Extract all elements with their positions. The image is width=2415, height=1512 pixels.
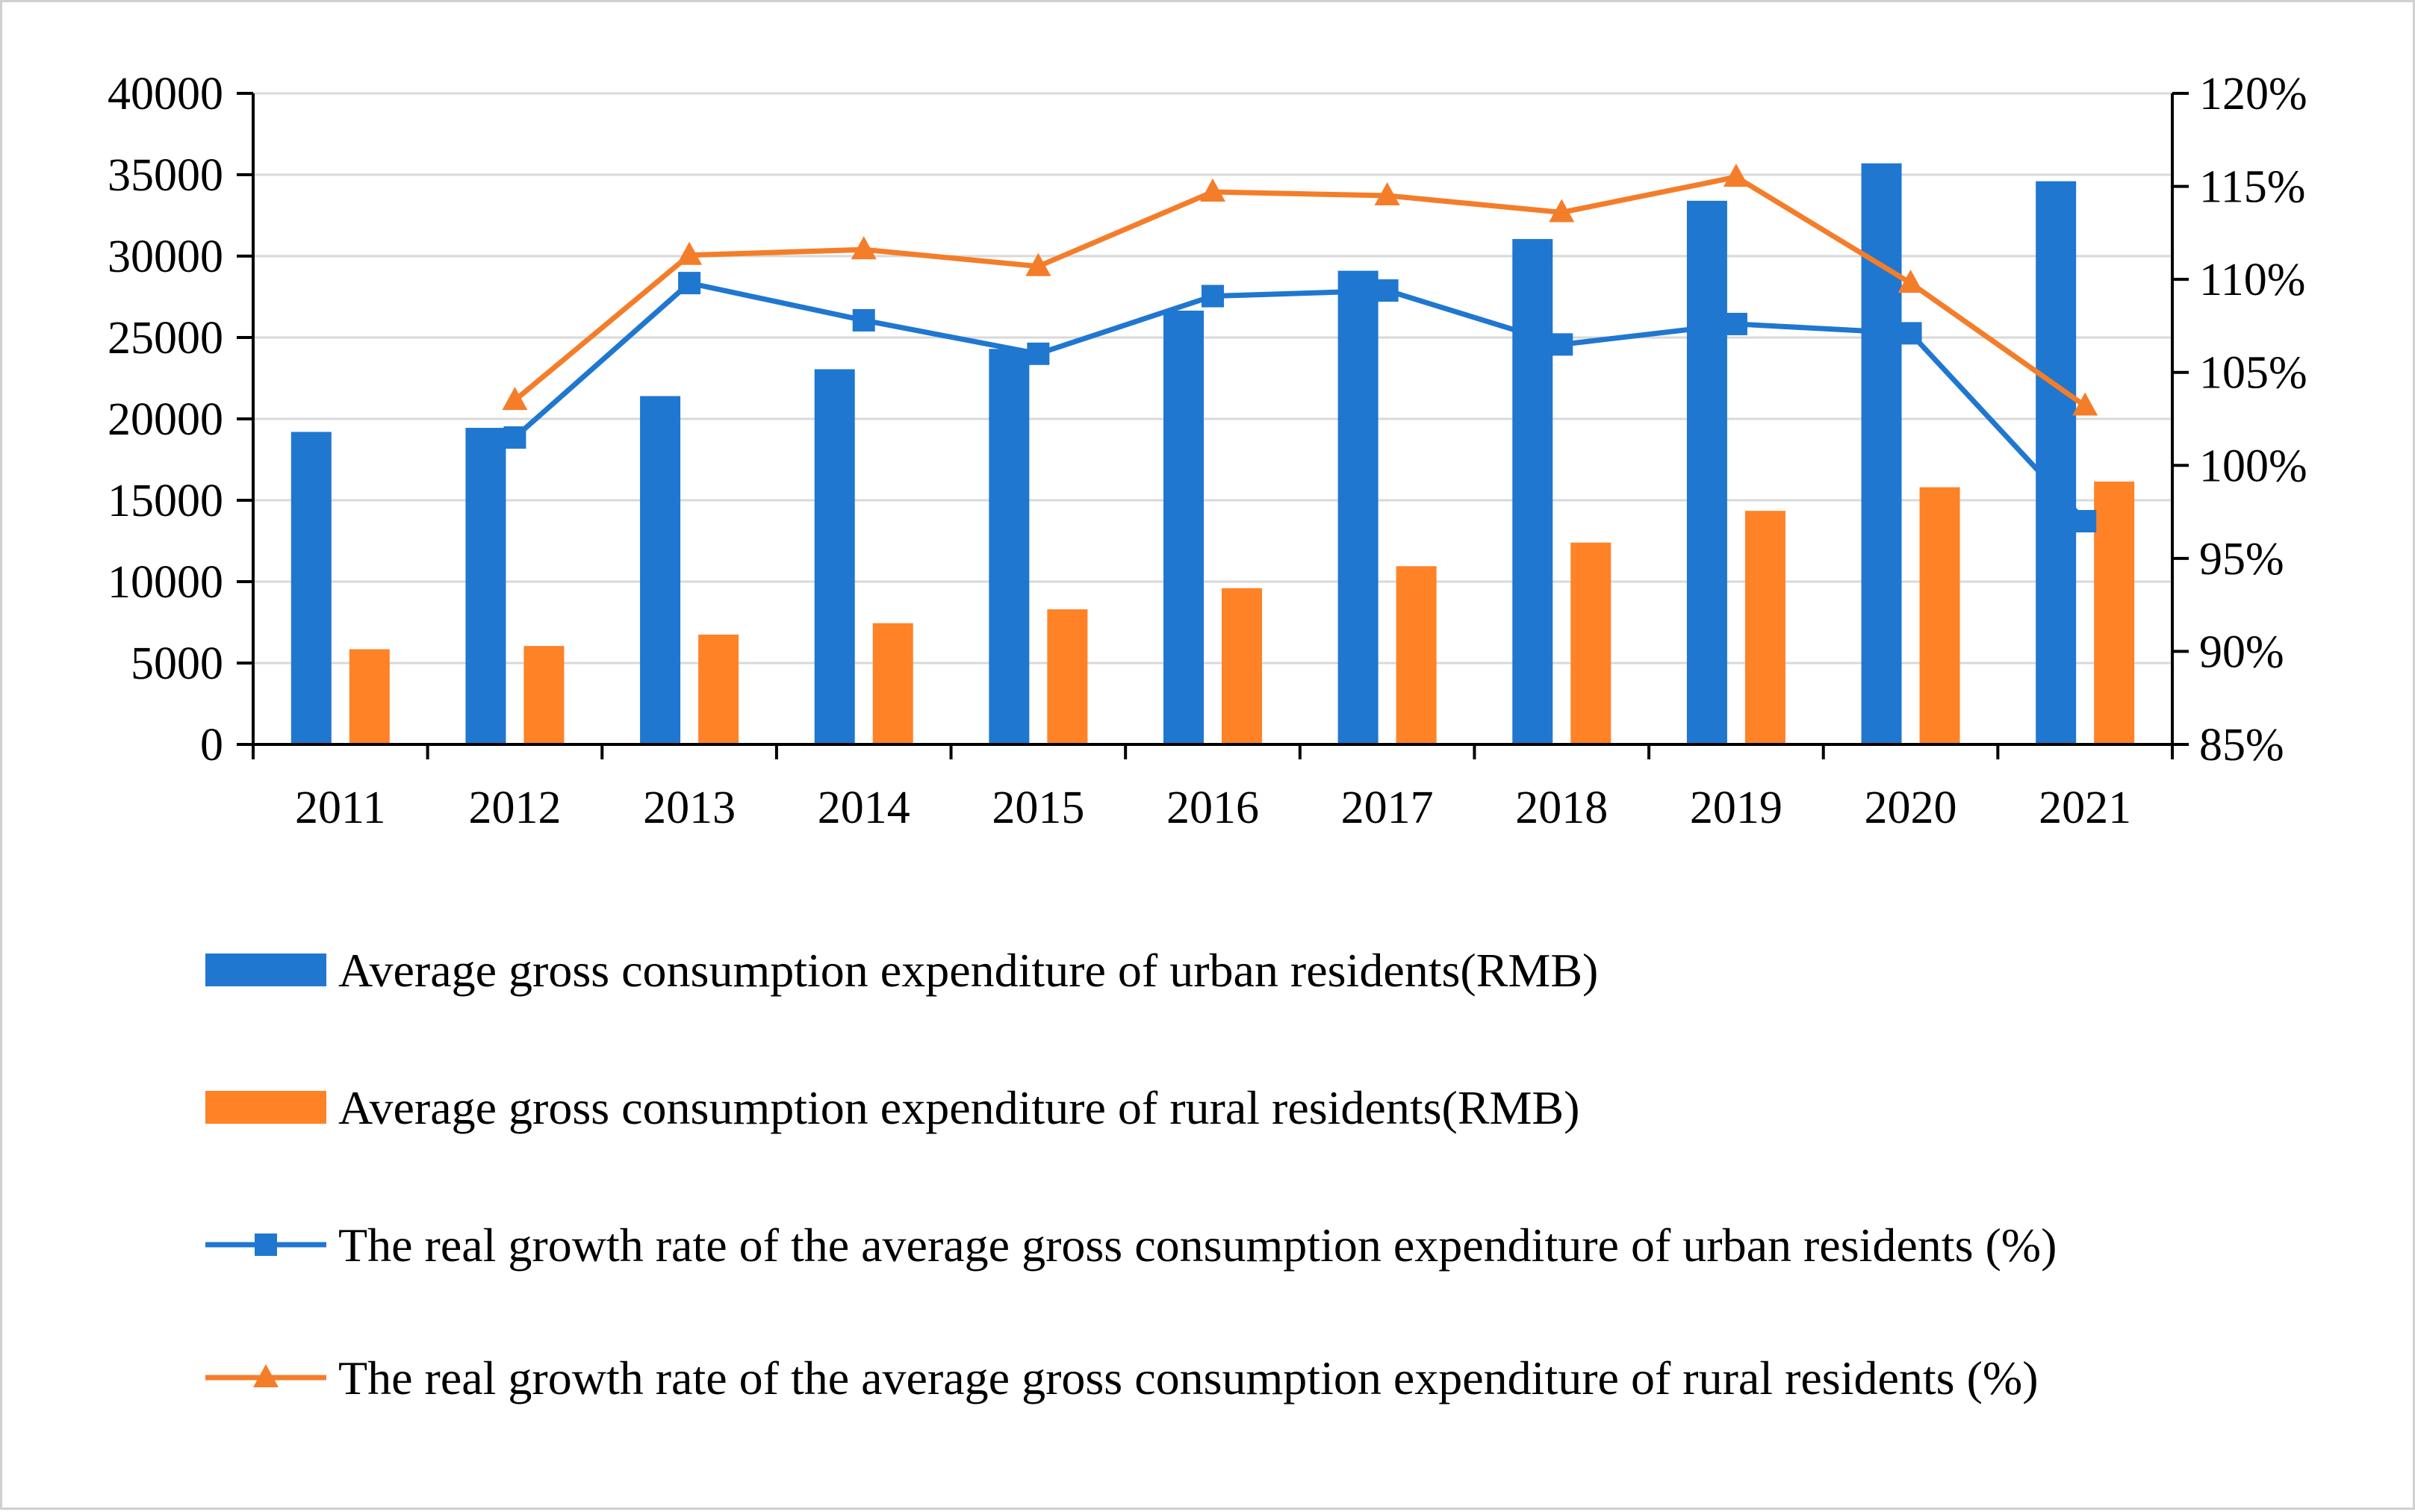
x-tick-label: 2012 (468, 783, 561, 833)
legend-item: The real growth rate of the average gros… (205, 1351, 2039, 1404)
right-tick-label: 110% (2199, 255, 2305, 305)
tick-labels: 0 5000 10000 15000 20000 25000 30000 35000 40000… (108, 69, 2307, 833)
bar-urban (814, 369, 855, 744)
left-tick-label: 40000 (108, 69, 223, 119)
left-tick-label: 20000 (108, 394, 223, 445)
legend-swatch-bar (205, 953, 326, 986)
legend-label: Average gross consumption expenditure of… (338, 1081, 1579, 1134)
x-tick-label: 2018 (1515, 783, 1608, 833)
bar-urban (640, 396, 681, 744)
marker-rural-growth (851, 236, 877, 260)
marker-rural-growth (1200, 178, 1225, 202)
legend-item: Average gross consumption expenditure of… (205, 944, 1598, 997)
legend: Average gross consumption expenditure of… (205, 944, 2057, 1404)
bar-urban (2036, 181, 2077, 745)
marker-urban-growth (1899, 322, 1922, 345)
bar-rural (2094, 481, 2135, 744)
left-tick-label: 10000 (108, 557, 223, 608)
series-lines (502, 164, 2098, 533)
x-tick-label: 2019 (1690, 783, 1782, 833)
legend-marker-square (255, 1233, 277, 1256)
bar-rural (1919, 487, 1960, 744)
marker-urban-growth (678, 272, 701, 295)
bar-urban (1512, 239, 1553, 744)
x-tick-label: 2015 (992, 783, 1084, 833)
bar-rural (1570, 542, 1611, 744)
bar-urban (1163, 311, 1204, 744)
bars (290, 163, 2135, 745)
right-tick-label: 115% (2199, 162, 2305, 213)
legend-swatch-bar (205, 1091, 326, 1124)
left-tick-label: 30000 (108, 231, 223, 282)
bar-urban (1861, 163, 1902, 745)
line-rural-growth (513, 174, 2087, 408)
gridlines (253, 92, 2172, 665)
marker-urban-growth (1724, 312, 1747, 335)
bar-rural (523, 646, 565, 744)
marker-urban-growth (1202, 284, 1224, 308)
right-tick-label: 105% (2199, 348, 2307, 399)
left-tick-label: 25000 (108, 313, 223, 364)
x-tick-label: 2014 (818, 783, 910, 833)
bar-urban (290, 432, 332, 744)
marker-rural-growth (1898, 270, 1924, 293)
left-tick-label: 15000 (108, 476, 223, 526)
bar-urban (989, 349, 1030, 744)
legend-marker-triangle (253, 1364, 279, 1387)
left-tick-label: 5000 (131, 638, 223, 689)
left-tick-label: 0 (200, 720, 223, 771)
marker-rural-growth (677, 241, 703, 265)
bar-rural (1744, 511, 1785, 744)
axes (237, 92, 2189, 759)
x-tick-label: 2016 (1166, 783, 1259, 833)
left-tick-label: 35000 (108, 150, 223, 201)
marker-rural-growth (2072, 392, 2098, 416)
bar-urban (1686, 200, 1727, 744)
legend-item: Average gross consumption expenditure of… (205, 1081, 1579, 1134)
marker-rural-growth (1025, 252, 1051, 276)
right-tick-label: 100% (2199, 441, 2307, 491)
bar-rural (698, 634, 739, 744)
marker-rural-growth (1374, 182, 1400, 206)
marker-rural-growth (1723, 164, 1749, 187)
x-tick-label: 2021 (2039, 783, 2131, 833)
legend-label: The real growth rate of the average gros… (338, 1351, 2039, 1404)
marker-rural-growth (1549, 199, 1575, 223)
right-tick-label: 95% (2199, 534, 2284, 585)
marker-urban-growth (2074, 510, 2097, 533)
legend-label: Average gross consumption expenditure of… (338, 944, 1598, 997)
x-tick-label: 2011 (295, 783, 386, 833)
legend-item: The real growth rate of the average gros… (205, 1219, 2057, 1272)
x-tick-label: 2020 (1865, 783, 1957, 833)
x-tick-label: 2017 (1341, 783, 1434, 833)
bar-rural (1047, 609, 1088, 744)
bar-rural (1222, 588, 1262, 744)
line-urban-growth (513, 280, 2087, 523)
bar-rural (349, 649, 390, 744)
marker-urban-growth (503, 426, 526, 449)
right-tick-label: 120% (2199, 69, 2307, 119)
legend-label: The real growth rate of the average gros… (338, 1219, 2057, 1272)
marker-urban-growth (1027, 342, 1050, 365)
right-tick-label: 85% (2199, 720, 2284, 771)
right-tick-label: 90% (2199, 626, 2284, 677)
marker-urban-growth (852, 308, 875, 332)
bar-rural (872, 623, 913, 744)
bar-rural (1396, 566, 1437, 744)
marker-rural-growth (502, 387, 528, 411)
marker-urban-growth (1376, 279, 1399, 302)
bar-urban (465, 427, 506, 744)
marker-urban-growth (1550, 333, 1573, 356)
bar-urban (1337, 270, 1379, 744)
x-tick-label: 2013 (643, 783, 736, 833)
